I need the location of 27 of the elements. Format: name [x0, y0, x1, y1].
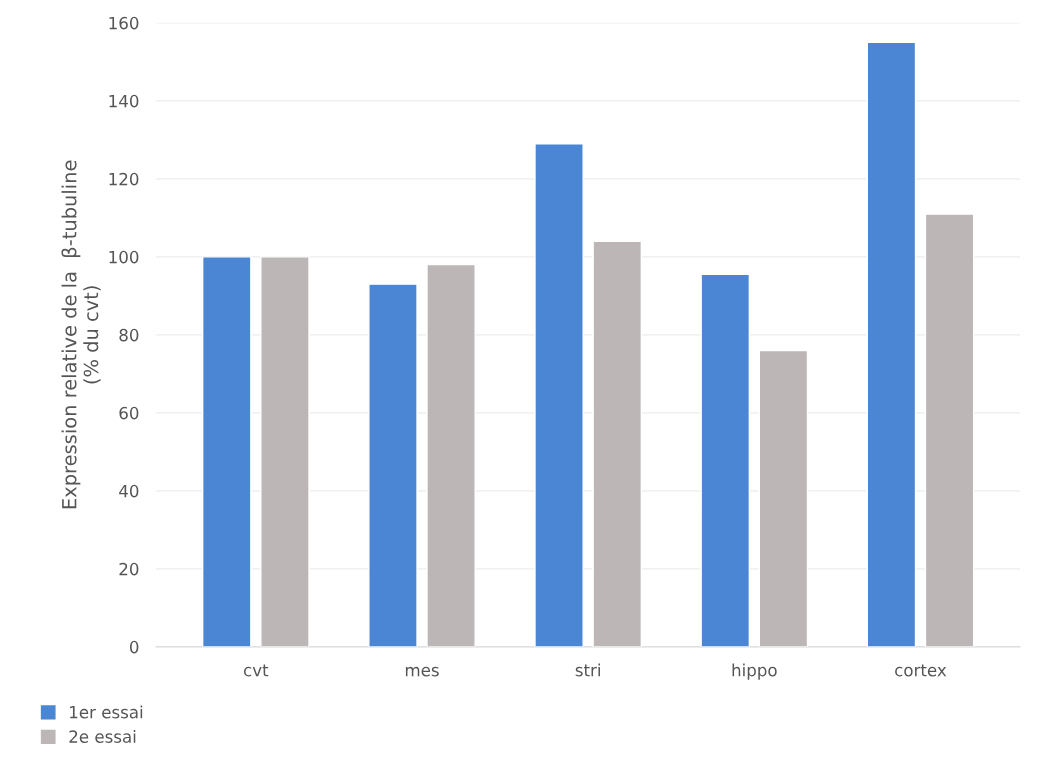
bar	[592, 240, 643, 647]
y-tick-label: 40	[119, 484, 139, 498]
bar	[201, 256, 252, 647]
y-tick-label: 20	[119, 562, 139, 576]
bar	[866, 41, 917, 647]
y-tick-label: 100	[109, 250, 139, 264]
bar	[758, 349, 809, 647]
bar	[426, 263, 476, 647]
y-tick-label: 60	[119, 406, 139, 420]
x-tick-label: mes	[405, 666, 439, 677]
y-tick-label: 80	[119, 328, 139, 342]
legend-label: 1er essai	[70, 705, 143, 719]
y-tick-label: 140	[109, 94, 139, 108]
bar	[368, 283, 418, 647]
x-tick-label: hippo	[732, 663, 777, 680]
y-tick-label: 160	[109, 16, 139, 30]
bar	[260, 256, 310, 647]
x-tick-label: cortex	[895, 664, 947, 677]
y-tick-label: 120	[109, 172, 139, 186]
legend-label: 2e essai	[69, 729, 136, 743]
y-tick-label: 0	[129, 640, 139, 654]
y-axis-title: Expression relative de la β-tubuline (% du cvt)	[61, 160, 101, 509]
bar	[924, 213, 975, 647]
bar	[534, 143, 584, 647]
x-tick-label: stri	[575, 663, 600, 677]
bar	[700, 273, 751, 647]
x-tick-label: cvt	[243, 664, 269, 677]
